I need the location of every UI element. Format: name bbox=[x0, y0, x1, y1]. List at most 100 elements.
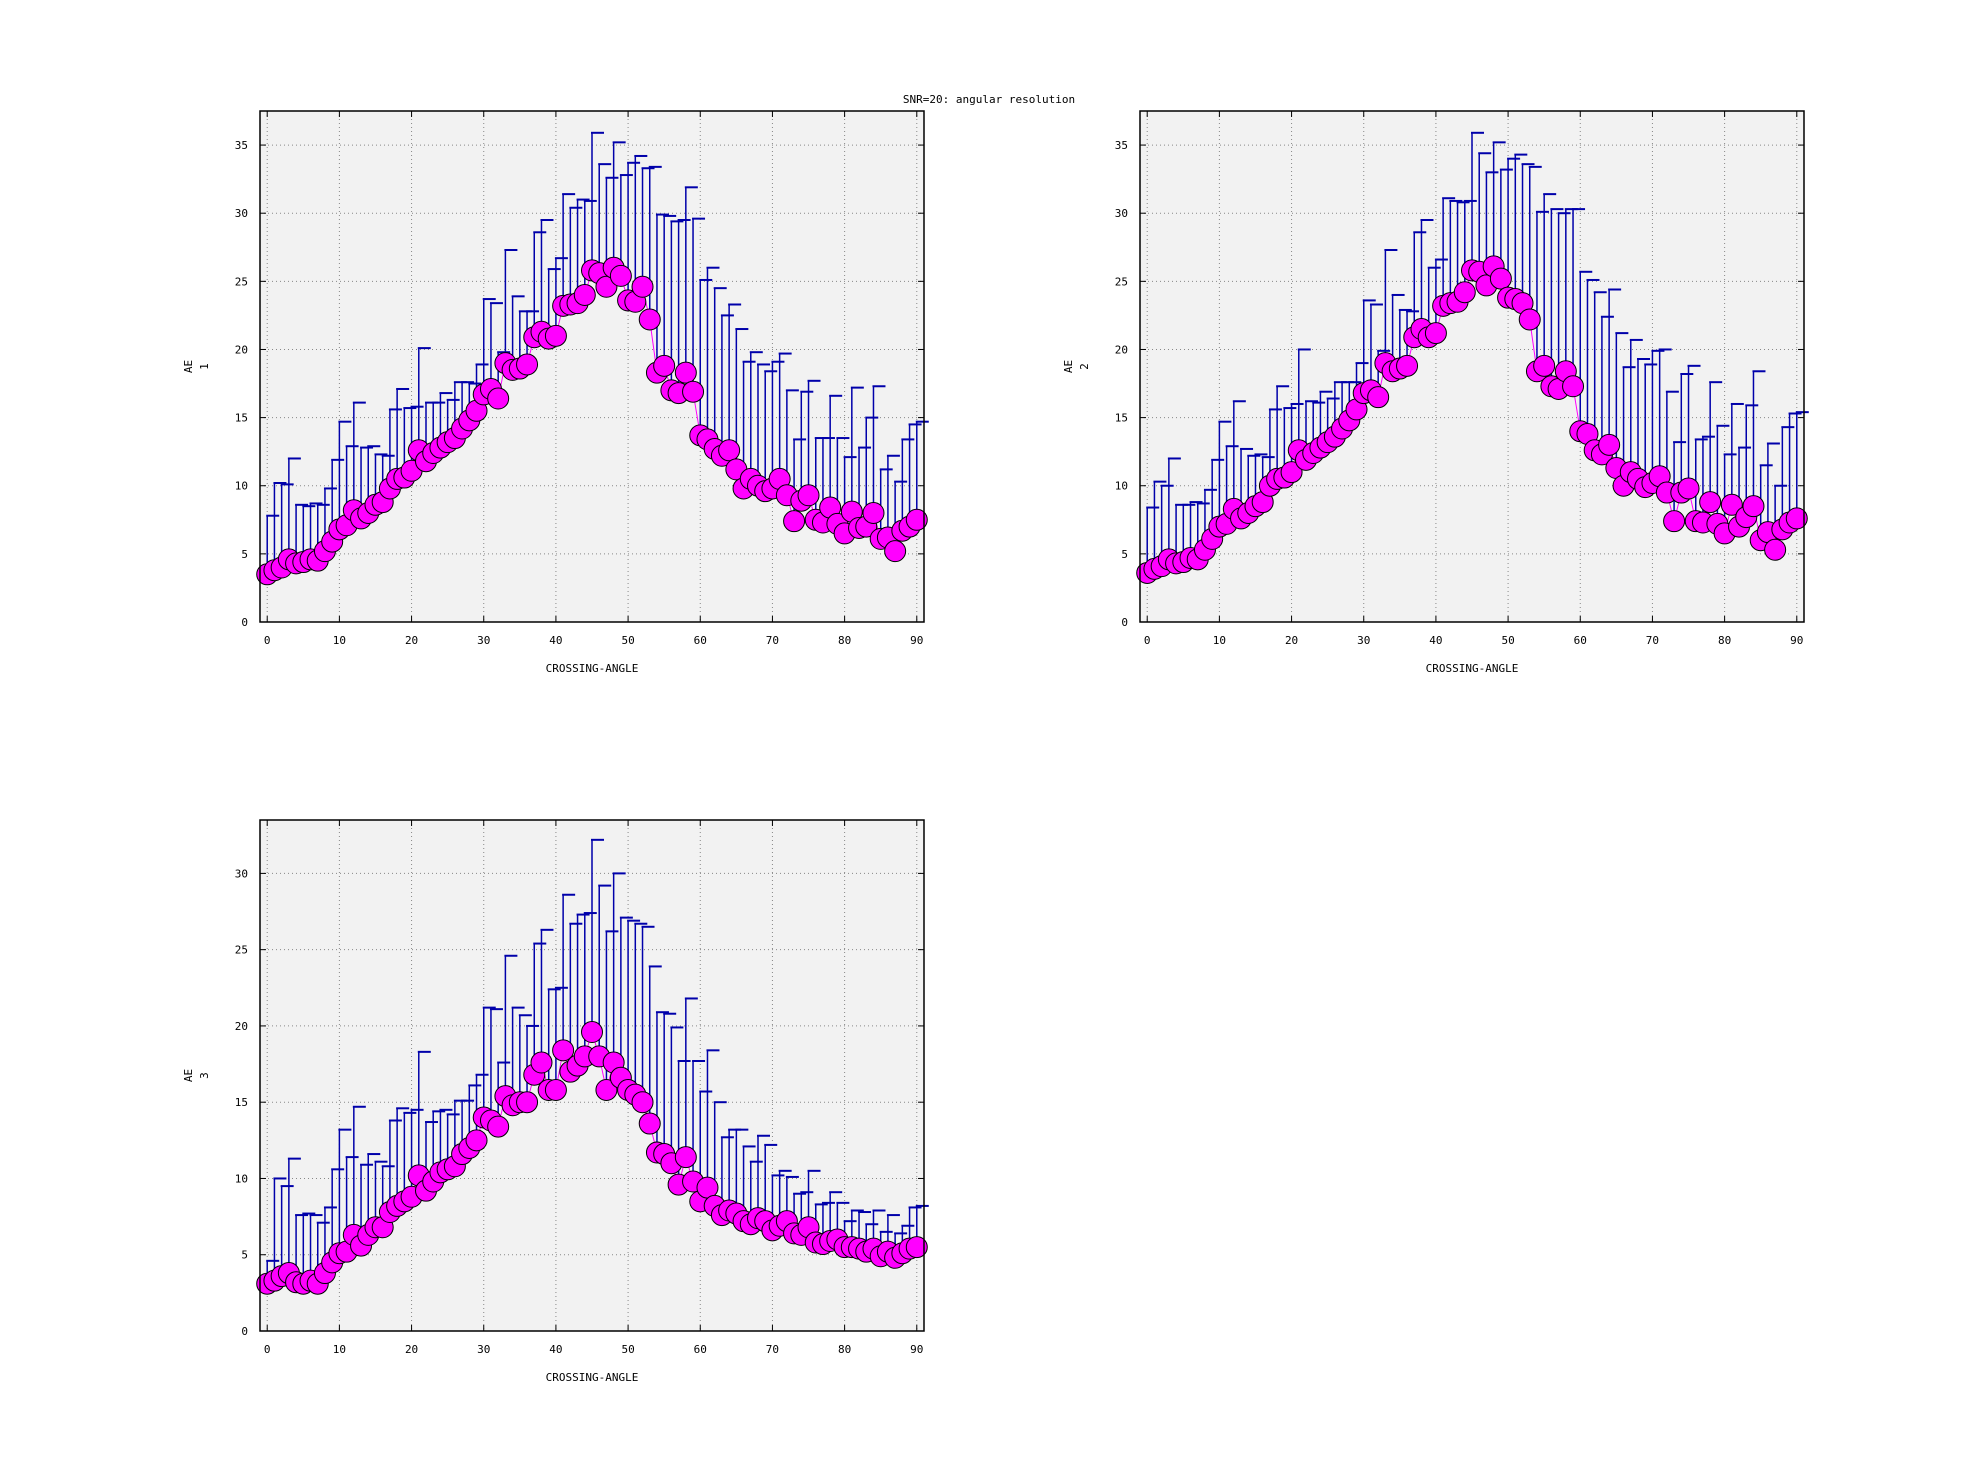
error-bar bbox=[540, 219, 554, 332]
error-bar bbox=[713, 287, 727, 449]
error-bar bbox=[482, 298, 496, 395]
error-bar bbox=[1579, 270, 1593, 432]
error-bar bbox=[547, 988, 561, 1090]
y-tick-label: 30 bbox=[1115, 207, 1128, 220]
error-bar bbox=[1384, 248, 1398, 364]
x-tick-label: 90 bbox=[910, 1343, 923, 1356]
error-bar bbox=[591, 131, 604, 271]
data-point bbox=[1453, 281, 1476, 304]
error-bar bbox=[670, 1026, 684, 1164]
error-bar bbox=[302, 1212, 316, 1284]
error-bar bbox=[1413, 231, 1427, 338]
data-point bbox=[674, 361, 697, 384]
error-bar bbox=[684, 186, 698, 373]
data-point bbox=[487, 387, 510, 410]
error-bar bbox=[1521, 163, 1535, 304]
error-bar bbox=[1232, 400, 1246, 509]
y-tick-label: 35 bbox=[1115, 139, 1128, 152]
data-point bbox=[638, 308, 661, 331]
x-tick-label: 60 bbox=[694, 1343, 707, 1356]
error-bar bbox=[1442, 197, 1456, 306]
error-bar bbox=[677, 219, 691, 394]
error-bar bbox=[1766, 442, 1780, 533]
error-bar bbox=[1478, 152, 1492, 272]
x-tick-label: 0 bbox=[264, 1343, 271, 1356]
x-axis-label: CROSSING-ANGLE bbox=[546, 1371, 639, 1384]
error-bar bbox=[641, 925, 655, 1103]
x-tick-label: 90 bbox=[910, 634, 923, 647]
x-tick-label: 0 bbox=[1144, 634, 1151, 647]
error-bar bbox=[1471, 131, 1484, 271]
error-bar bbox=[1795, 411, 1809, 519]
x-tick-label: 70 bbox=[1646, 634, 1659, 647]
error-bar bbox=[273, 482, 287, 571]
x-tick-label: 20 bbox=[405, 1343, 418, 1356]
error-bar bbox=[287, 457, 301, 560]
error-bar bbox=[1153, 480, 1167, 569]
error-bar bbox=[641, 167, 655, 287]
data-point bbox=[631, 275, 654, 298]
error-bar bbox=[1492, 141, 1506, 267]
error-bar bbox=[583, 199, 597, 295]
error-bar bbox=[634, 922, 648, 1095]
y-tick-label: 20 bbox=[235, 1020, 248, 1033]
error-bar bbox=[1218, 420, 1232, 527]
error-bar bbox=[699, 278, 713, 436]
error-bar bbox=[1637, 358, 1650, 479]
data-point bbox=[609, 264, 632, 287]
error-bar bbox=[1369, 303, 1383, 391]
x-tick-label: 40 bbox=[549, 634, 562, 647]
error-bar bbox=[764, 370, 778, 492]
data-point bbox=[530, 1051, 553, 1074]
error-bar bbox=[771, 360, 785, 489]
error-bar bbox=[554, 986, 568, 1090]
error-bar bbox=[684, 997, 698, 1158]
error-bar bbox=[1709, 381, 1723, 503]
error-bar bbox=[908, 423, 922, 527]
y-tick-label: 15 bbox=[1115, 412, 1128, 425]
x-tick-label: 70 bbox=[766, 634, 779, 647]
x-tick-label: 80 bbox=[1718, 634, 1731, 647]
x-tick-label: 40 bbox=[549, 1343, 562, 1356]
error-bar bbox=[1593, 291, 1607, 451]
y-tick-label: 20 bbox=[235, 343, 248, 356]
y-tick-label: 30 bbox=[235, 207, 248, 220]
data-point bbox=[573, 283, 596, 306]
x-tick-label: 50 bbox=[621, 1343, 634, 1356]
x-tick-label: 10 bbox=[1213, 634, 1226, 647]
error-bar bbox=[627, 919, 641, 1090]
error-bar bbox=[915, 420, 929, 520]
y-tick-label: 25 bbox=[235, 275, 248, 288]
error-bar bbox=[612, 141, 626, 268]
error-bar bbox=[757, 363, 770, 486]
error-bar bbox=[706, 266, 720, 440]
error-bar bbox=[634, 154, 648, 302]
error-bar bbox=[1167, 457, 1181, 560]
x-tick-label: 80 bbox=[838, 1343, 851, 1356]
y-tick-label: 35 bbox=[235, 139, 248, 152]
error-bar bbox=[879, 468, 893, 539]
data-point bbox=[1424, 322, 1447, 345]
error-bar bbox=[619, 916, 633, 1078]
data-point bbox=[1533, 354, 1556, 377]
figure-title: SNR=20: angular resolution bbox=[902, 93, 1076, 106]
data-point bbox=[862, 501, 885, 524]
data-point bbox=[905, 508, 928, 531]
data-point bbox=[674, 1146, 697, 1169]
error-bar bbox=[807, 379, 821, 496]
y-tick-label: 0 bbox=[241, 1325, 248, 1338]
y-axis-label: AE bbox=[182, 1069, 195, 1082]
error-bar bbox=[1535, 210, 1549, 372]
error-bar bbox=[1600, 315, 1614, 455]
y-tick-label: 15 bbox=[235, 412, 248, 425]
error-bar bbox=[749, 351, 763, 479]
y-tick-label: 30 bbox=[235, 867, 248, 880]
plot-border bbox=[259, 819, 925, 1332]
error-bar bbox=[482, 1006, 496, 1118]
error-bar bbox=[280, 1185, 294, 1277]
error-bar bbox=[504, 954, 518, 1097]
error-bar bbox=[663, 214, 677, 366]
error-bar bbox=[764, 1143, 778, 1222]
error-bar bbox=[1730, 402, 1744, 505]
data-point bbox=[783, 510, 806, 533]
